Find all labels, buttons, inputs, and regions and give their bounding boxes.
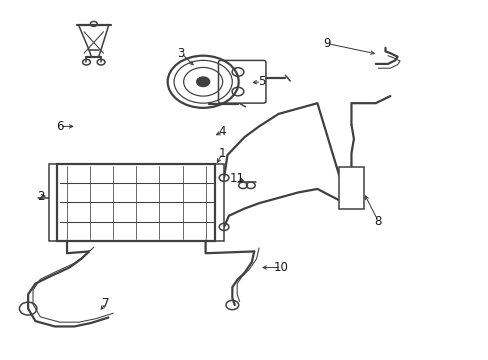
Text: 4: 4 [219, 125, 226, 138]
Text: 8: 8 [374, 215, 381, 228]
Bar [57, 164, 215, 241]
Text: 10: 10 [273, 261, 288, 274]
Bar [339, 167, 363, 208]
Text: 2: 2 [38, 190, 45, 203]
Bar [57, 164, 215, 241]
Bar [48, 164, 57, 241]
Bar [215, 164, 224, 241]
Text: 7: 7 [102, 297, 109, 310]
Circle shape [196, 77, 209, 86]
Text: 5: 5 [257, 75, 264, 88]
Text: 1: 1 [219, 147, 226, 160]
FancyBboxPatch shape [218, 60, 265, 103]
Text: 9: 9 [323, 37, 330, 50]
Text: 6: 6 [56, 120, 63, 133]
Text: 11: 11 [229, 172, 244, 185]
Text: 3: 3 [177, 47, 184, 60]
